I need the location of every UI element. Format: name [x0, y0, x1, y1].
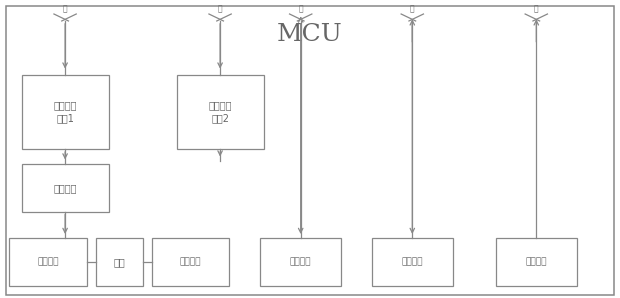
- Text: 读炭: 读炭: [113, 257, 125, 267]
- Text: 串口扩展
电路1: 串口扩展 电路1: [53, 100, 77, 123]
- Bar: [152, 238, 229, 286]
- Text: 继电器路: 继电器路: [53, 183, 77, 193]
- Text: 二: 二: [218, 4, 223, 13]
- Bar: [22, 164, 108, 212]
- Bar: [496, 238, 577, 286]
- Text: 显示设备: 显示设备: [290, 258, 311, 267]
- Bar: [372, 238, 453, 286]
- Bar: [9, 238, 87, 286]
- Bar: [96, 238, 143, 286]
- Bar: [177, 74, 264, 149]
- Text: 三: 三: [298, 4, 303, 13]
- Text: 输入设备: 输入设备: [526, 258, 547, 267]
- Text: MCU: MCU: [277, 23, 343, 46]
- Text: 输入端口: 输入端口: [180, 258, 202, 267]
- Text: 存储电路: 存储电路: [402, 258, 423, 267]
- Bar: [22, 74, 108, 149]
- Text: 串口扩展
电路2: 串口扩展 电路2: [208, 100, 232, 123]
- Text: 一: 一: [63, 4, 68, 13]
- Text: 输出端口: 输出端口: [37, 258, 59, 267]
- Text: 四: 四: [410, 4, 415, 13]
- Bar: [260, 238, 341, 286]
- Text: 五: 五: [534, 4, 539, 13]
